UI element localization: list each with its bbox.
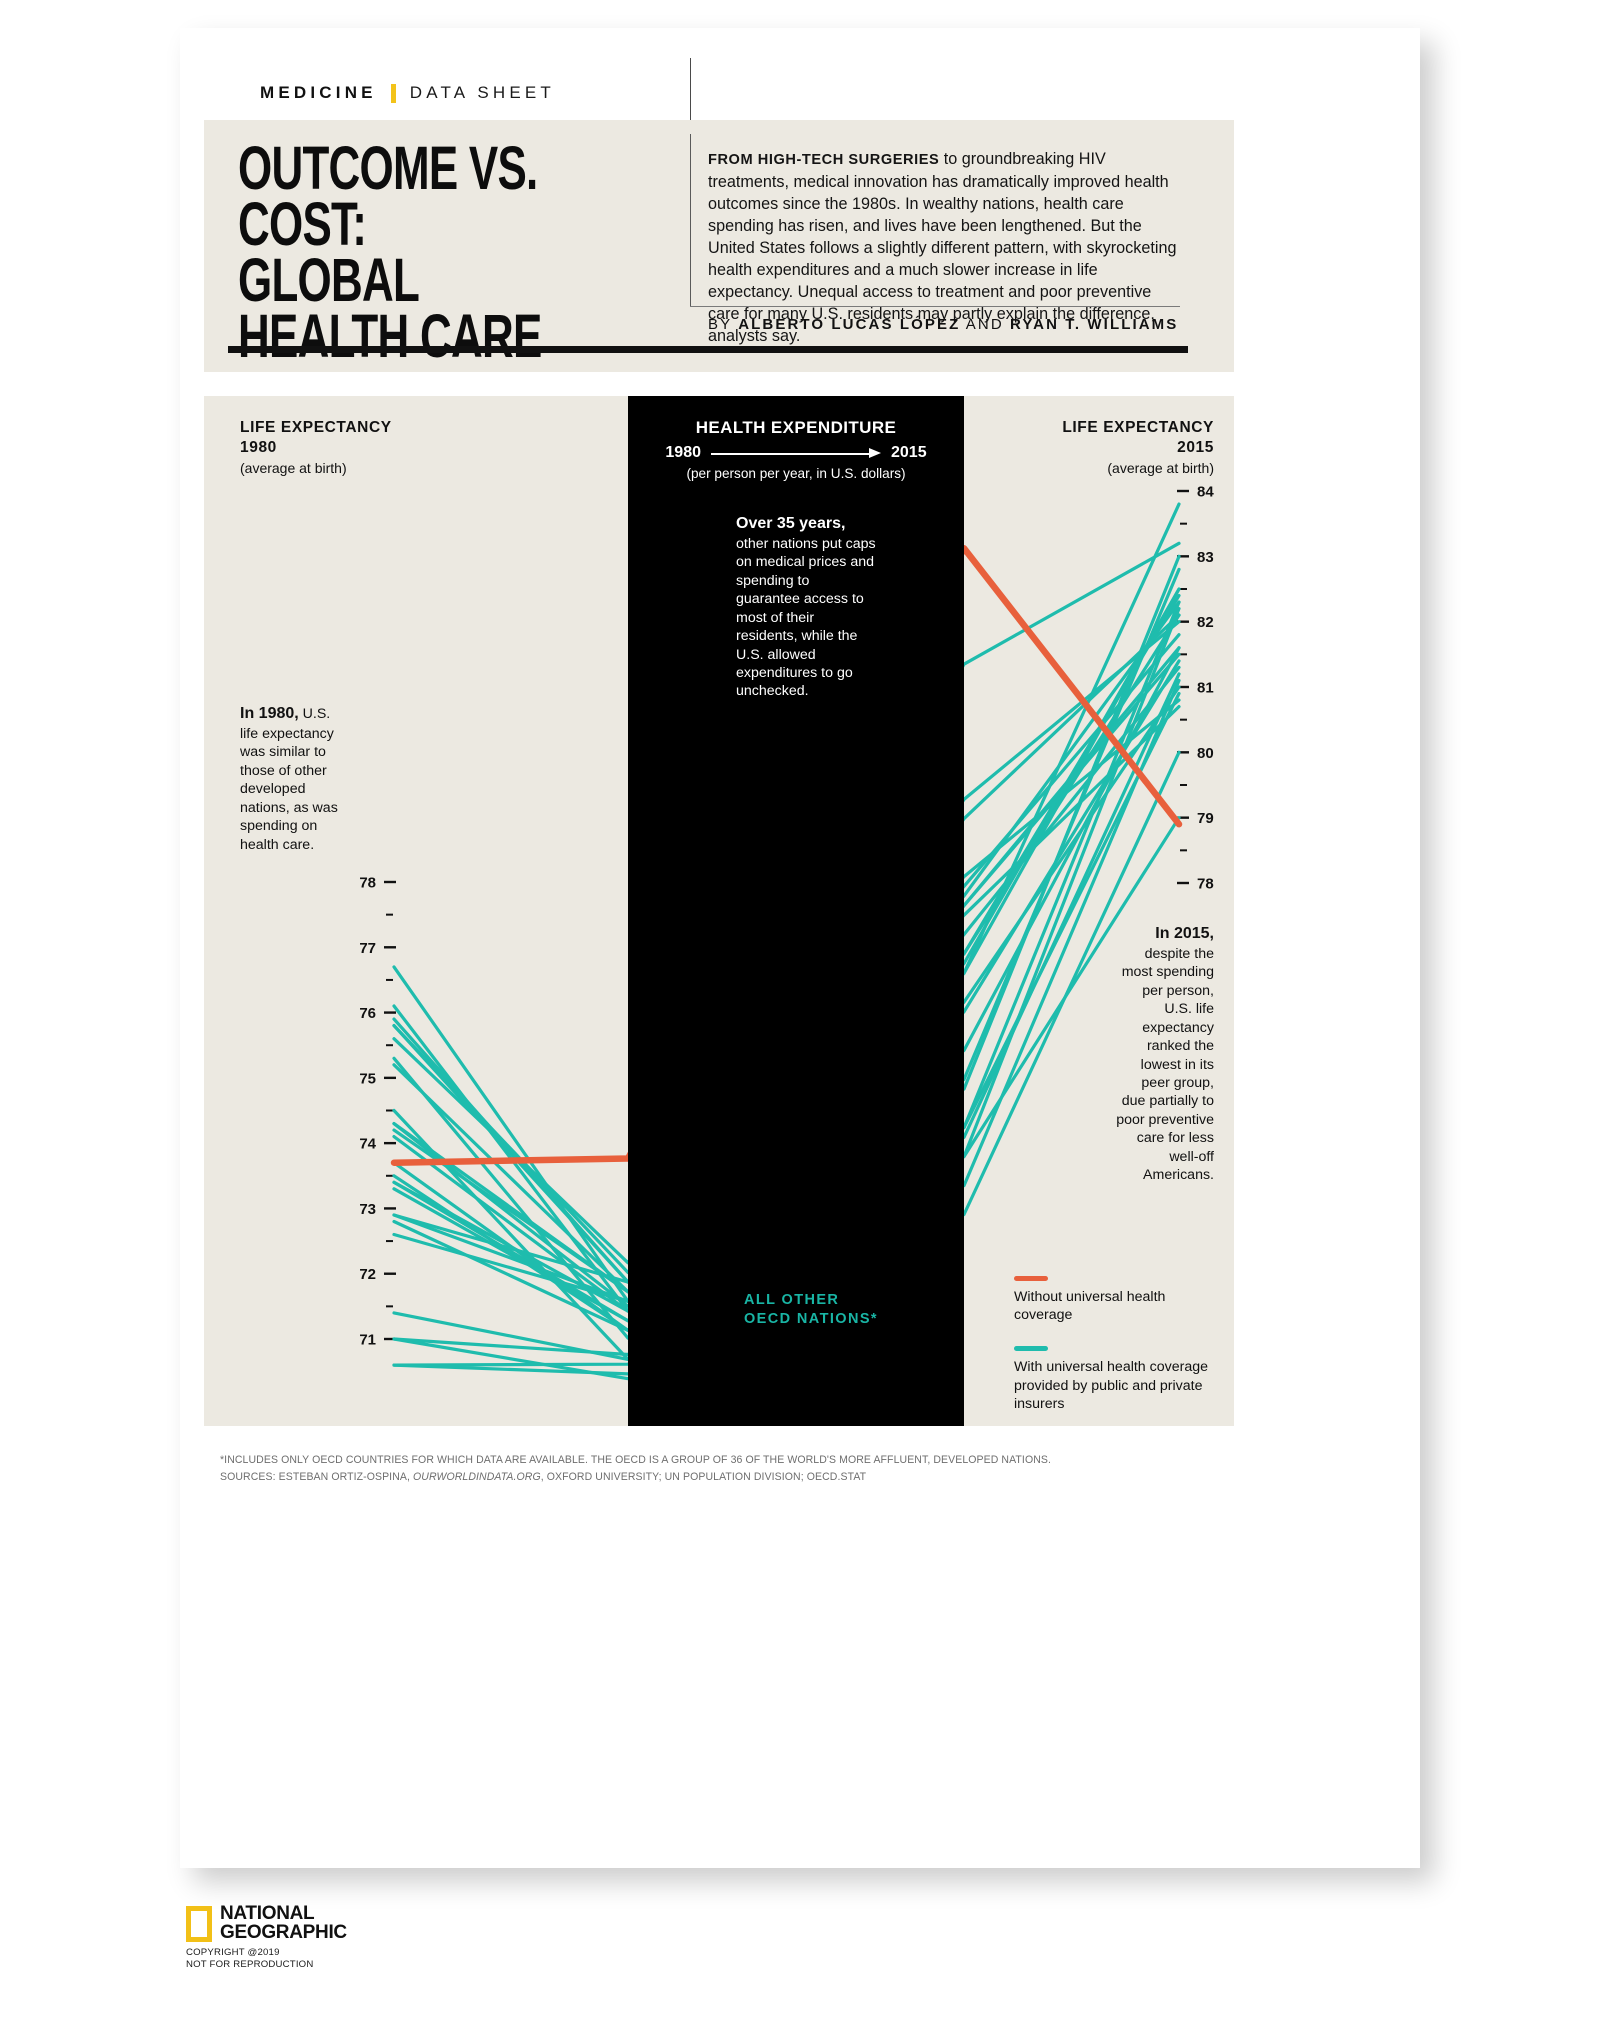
callout-in-1980: In 1980, U.S. life expectancy was simila… bbox=[240, 704, 350, 854]
byline-prefix: BY bbox=[708, 316, 739, 333]
byline-author-1: ALBERTO LUCAS LÓPEZ bbox=[738, 316, 961, 333]
le1980-tick-label: 75 bbox=[359, 1070, 376, 1087]
lede-body: to groundbreaking HIV treatments, medica… bbox=[708, 150, 1177, 346]
le2015-tick-label: 79 bbox=[1197, 810, 1214, 827]
footnote-line-1: *INCLUDES ONLY OECD COUNTRIES FOR WHICH … bbox=[220, 1454, 1051, 1466]
header-thick-rule bbox=[228, 346, 1188, 353]
le2015-tick-label: 81 bbox=[1197, 680, 1214, 697]
masthead-divider-bar bbox=[390, 83, 396, 103]
footnote-line-2: SOURCES: ESTEBAN ORTIZ-OSPINA, OURWORLDI… bbox=[220, 1469, 1113, 1486]
footnote-sources-prefix: SOURCES: ESTEBAN ORTIZ-OSPINA, bbox=[220, 1470, 414, 1483]
left-axis-year: 1980 bbox=[240, 439, 277, 457]
masthead: MEDICINE DATA SHEET bbox=[260, 83, 555, 103]
le1980-tick-label: 74 bbox=[359, 1136, 376, 1153]
le1980-tick-label: 71 bbox=[359, 1332, 376, 1349]
byline: BY ALBERTO LUCAS LÓPEZ AND RYAN T. WILLI… bbox=[708, 316, 1188, 333]
footnote-sources-suffix: , OXFORD UNIVERSITY; UN POPULATION DIVIS… bbox=[540, 1470, 867, 1483]
header-block bbox=[204, 120, 1234, 372]
natgeo-name-line-2: GEOGRAPHIC bbox=[220, 1921, 347, 1943]
legend-swatch-no-universal bbox=[1014, 1276, 1048, 1281]
left-axis-title: LIFE EXPECTANCY bbox=[240, 419, 392, 436]
page-title: OUTCOME VS. COST: GLOBAL HEALTH CARE bbox=[238, 134, 542, 371]
le2015-tick-label: 78 bbox=[1197, 876, 1214, 893]
right-arrow-icon bbox=[711, 447, 881, 459]
expenditure-title: HEALTH EXPENDITURE bbox=[695, 418, 897, 437]
lede-paragraph: FROM HIGH-TECH SURGERIES to groundbreaki… bbox=[708, 148, 1178, 347]
copyright-line-1: COPYRIGHT @2019 bbox=[186, 1947, 280, 1959]
callout-1980-lead: In 1980, bbox=[240, 705, 299, 722]
expenditure-year-to: 2015 bbox=[891, 444, 927, 461]
legend: Without universal health coverage With u… bbox=[1014, 1276, 1214, 1435]
masthead-subtitle: DATA SHEET bbox=[409, 83, 555, 102]
natgeo-name-line-1: NATIONAL bbox=[220, 1903, 315, 1924]
chart-area: LIFE EXPECTANCY 1980 (average at birth) … bbox=[204, 396, 1234, 1426]
callout-2015-lead: In 2015, bbox=[1155, 925, 1214, 942]
right-axis-year: 2015 bbox=[1177, 439, 1214, 457]
right-axis-heading: LIFE EXPECTANCY 2015 (average at birth) bbox=[994, 418, 1214, 477]
legend-item-no-universal: Without universal health coverage bbox=[1014, 1276, 1214, 1324]
le2015-tick-label: 83 bbox=[1197, 549, 1214, 566]
le1980-tick-label: 77 bbox=[359, 940, 376, 957]
le2015-tick-label: 84 bbox=[1197, 484, 1214, 501]
lede-lead-in: FROM HIGH-TECH SURGERIES bbox=[708, 152, 940, 168]
copyright-line-2: NOT FOR REPRODUCTION bbox=[186, 1958, 314, 1970]
expenditure-year-range: 1980 2015 bbox=[628, 444, 964, 462]
masthead-kicker: MEDICINE bbox=[260, 83, 377, 102]
poster-sheet: MEDICINE DATA SHEET OUTCOME VS. COST: GL… bbox=[180, 28, 1420, 1868]
byline-rule bbox=[690, 306, 1180, 307]
le2015-tick-label: 82 bbox=[1197, 614, 1214, 631]
header-vertical-rule bbox=[690, 134, 691, 306]
legend-swatch-universal bbox=[1014, 1346, 1048, 1352]
masthead-vertical-rule bbox=[690, 58, 691, 134]
legend-label-universal: With universal health coverage provided … bbox=[1014, 1359, 1208, 1412]
series-label-oecd: ALL OTHER OECD NATIONS* bbox=[744, 1292, 878, 1327]
byline-author-2: RYAN T. WILLIAMS bbox=[1010, 316, 1179, 333]
callout-over-lead: Over 35 years, bbox=[736, 515, 846, 532]
callout-in-2015: In 2015, despite the most spending per p… bbox=[1114, 924, 1214, 1185]
left-axis-note: (average at birth) bbox=[240, 459, 347, 476]
le1980-tick-label: 78 bbox=[359, 875, 376, 892]
callout-1980-body: U.S. life expectancy was similar to thos… bbox=[240, 706, 338, 853]
footnote: *INCLUDES ONLY OECD COUNTRIES FOR WHICH … bbox=[220, 1452, 1113, 1486]
right-axis-note: (average at birth) bbox=[1107, 459, 1214, 476]
callout-2015-body: despite the most spending per person, U.… bbox=[1116, 945, 1214, 1184]
le2015-tick-label: 80 bbox=[1197, 745, 1214, 762]
expenditure-note: (per person per year, in U.S. dollars) bbox=[686, 466, 906, 481]
legend-label-no-universal: Without universal health coverage bbox=[1014, 1289, 1166, 1324]
le1980-tick-label: 72 bbox=[359, 1266, 376, 1283]
byline-conjunction: AND bbox=[960, 316, 1011, 333]
le1980-tick-label: 73 bbox=[359, 1201, 376, 1218]
right-axis-title: LIFE EXPECTANCY bbox=[1062, 419, 1214, 436]
left-axis-heading: LIFE EXPECTANCY 1980 (average at birth) bbox=[240, 418, 392, 477]
callout-over-body: other nations put caps on medical prices… bbox=[736, 535, 876, 700]
natgeo-yellow-rectangle-icon bbox=[186, 1905, 212, 1942]
le1980-tick-label: 76 bbox=[359, 1005, 376, 1022]
center-axis-heading: HEALTH EXPENDITURE 1980 2015 (per person… bbox=[628, 418, 964, 481]
national-geographic-logo: NATIONAL GEOGRAPHIC COPYRIGHT @2019 NOT … bbox=[186, 1903, 347, 1970]
callout-over-35-years: Over 35 years, other nations put caps on… bbox=[736, 514, 876, 701]
legend-item-universal: With universal health coverage provided … bbox=[1014, 1346, 1214, 1413]
footnote-source-site: OURWORLDINDATA.ORG bbox=[413, 1470, 541, 1483]
expenditure-panel-background bbox=[628, 396, 964, 1426]
expenditure-year-from: 1980 bbox=[665, 444, 701, 461]
